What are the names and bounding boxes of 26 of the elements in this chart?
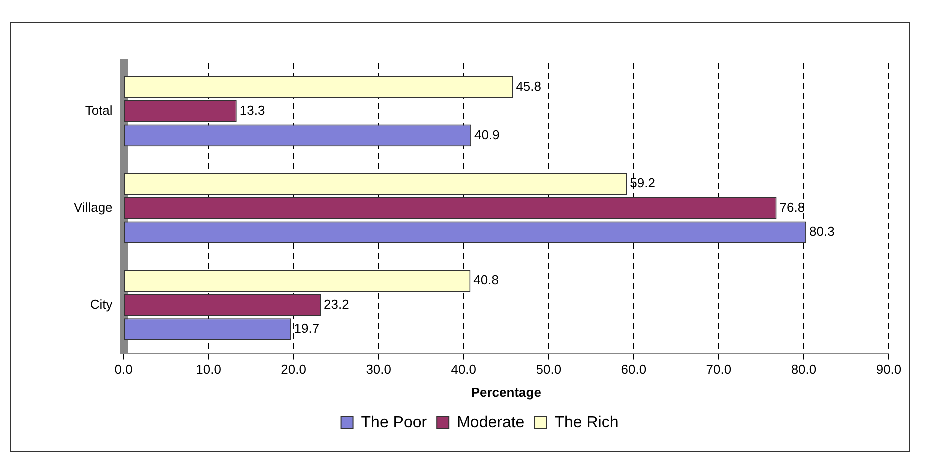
data-label: 40.8 [474, 272, 499, 288]
x-tick-label: 80.0 [791, 362, 817, 378]
legend-label: The Poor [361, 414, 428, 432]
x-tick-label: 90.0 [876, 362, 902, 378]
y-tick-label: Village [74, 200, 113, 215]
data-label: 76.8 [780, 200, 806, 215]
x-tick-label: 0.0 [114, 362, 133, 378]
x-tick-label: 40.0 [451, 362, 477, 378]
x-tick-label: 50.0 [536, 362, 562, 378]
data-label: 13.3 [240, 103, 266, 118]
x-tick-label: 20.0 [281, 362, 306, 378]
legend-label: Moderate [457, 414, 525, 432]
data-label: 19.7 [294, 321, 320, 336]
data-label: 40.9 [474, 127, 500, 142]
data-label: 80.3 [810, 224, 835, 240]
legend-label: The Rich [554, 414, 619, 432]
data-label: 23.2 [324, 296, 350, 312]
x-tick-label: 30.0 [366, 362, 392, 378]
data-label: 45.8 [516, 78, 542, 94]
y-tick-label: City [90, 296, 114, 312]
data-label: 59.2 [630, 176, 656, 191]
y-tick-label: Total [85, 103, 113, 118]
x-tick-label: 10.0 [196, 362, 222, 378]
x-axis-title: Percentage [471, 384, 542, 400]
x-tick-label: 60.0 [621, 362, 647, 378]
x-tick-label: 70.0 [706, 362, 732, 378]
